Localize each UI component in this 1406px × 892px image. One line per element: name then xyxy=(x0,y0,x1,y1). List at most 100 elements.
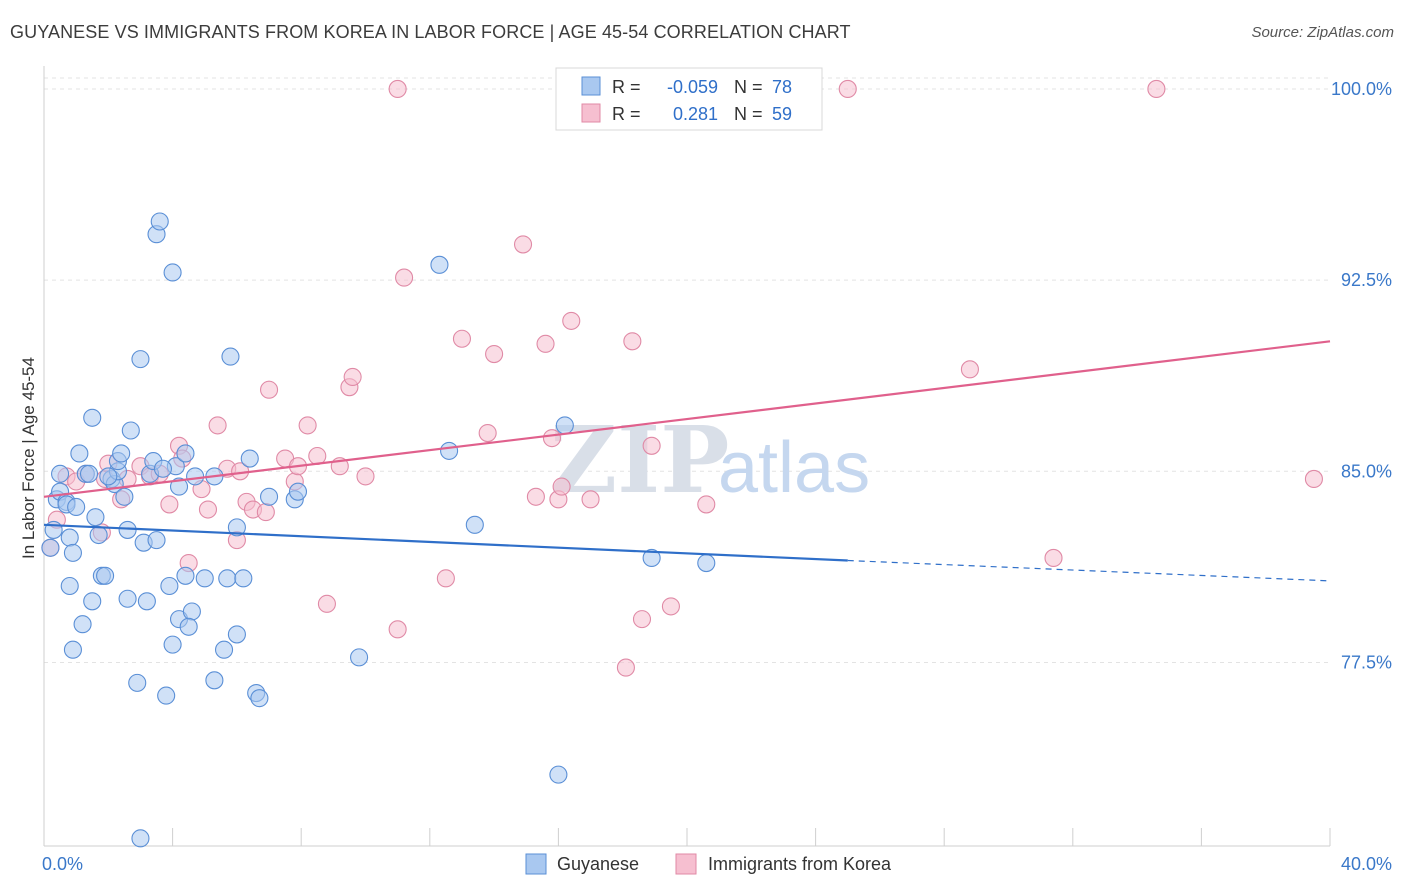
point-guyanese-40 xyxy=(160,576,179,596)
point-guyanese-70 xyxy=(549,765,568,784)
legend-r-label-2: R = xyxy=(612,104,641,124)
point-guyanese-51 xyxy=(195,569,214,588)
point-korea-45 xyxy=(536,334,555,353)
point-guyanese-68 xyxy=(440,441,459,460)
point-korea-39 xyxy=(436,569,455,588)
y-tick-label-0: 100.0% xyxy=(1331,79,1392,99)
point-guyanese-15 xyxy=(83,408,102,427)
point-korea-55 xyxy=(661,597,680,616)
bottom-swatch-guyanese xyxy=(525,853,547,875)
bottom-swatch-korea xyxy=(675,853,697,875)
point-korea-52 xyxy=(623,332,642,351)
point-guyanese-71 xyxy=(555,416,574,435)
bottom-legend-korea: Immigrants from Korea xyxy=(708,854,892,874)
point-guyanese-46 xyxy=(176,566,195,585)
point-guyanese-73 xyxy=(697,554,716,573)
point-korea-44 xyxy=(526,487,545,506)
bottom-legend-guyanese: Guyanese xyxy=(557,854,639,874)
point-korea-25 xyxy=(256,503,275,522)
watermark-atlas: atlas xyxy=(718,428,870,508)
point-korea-53 xyxy=(632,610,652,629)
point-guyanese-9 xyxy=(63,640,82,659)
legend-n-label-1: N = xyxy=(734,77,763,97)
series-legend: Guyanese Immigrants from Korea xyxy=(525,853,892,875)
point-guyanese-55 xyxy=(218,569,237,588)
point-guyanese-29 xyxy=(128,673,147,692)
point-korea-59 xyxy=(960,360,979,379)
point-guyanese-47 xyxy=(176,444,195,463)
legend-n-value-1: 78 xyxy=(772,77,792,97)
x-tick-left: 0.0% xyxy=(42,854,83,874)
point-korea-41 xyxy=(478,424,497,443)
point-guyanese-26 xyxy=(118,589,137,608)
point-korea-57 xyxy=(388,79,407,98)
point-guyanese-31 xyxy=(131,829,150,848)
point-korea-54 xyxy=(642,436,661,455)
point-guyanese-74 xyxy=(41,538,60,557)
point-korea-36 xyxy=(356,467,375,486)
series-guyanese-points xyxy=(41,212,716,848)
point-korea-40 xyxy=(452,329,472,348)
series-korea-points xyxy=(41,79,1323,677)
point-guyanese-13 xyxy=(79,464,99,483)
point-korea-56 xyxy=(697,495,716,514)
trend-lines xyxy=(43,340,1331,582)
legend-r-value-2: 0.281 xyxy=(673,104,718,124)
point-guyanese-19 xyxy=(96,566,115,585)
stats-legend: R = -0.059 N = 78 R = 0.281 N = 59 xyxy=(555,67,823,131)
y-axis-label: In Labor Force | Age 45-54 xyxy=(19,357,38,559)
point-guyanese-57 xyxy=(227,518,246,537)
point-guyanese-53 xyxy=(205,671,224,690)
legend-swatch-korea xyxy=(581,103,601,123)
point-guyanese-24 xyxy=(112,444,131,463)
point-guyanese-39 xyxy=(157,686,176,705)
legend-swatch-guyanese xyxy=(581,76,601,96)
point-guyanese-38 xyxy=(150,212,169,231)
point-guyanese-60 xyxy=(240,449,259,468)
legend-r-value-1: -0.059 xyxy=(667,77,718,97)
point-korea-50 xyxy=(581,490,600,509)
point-korea-32 xyxy=(317,594,336,613)
point-guyanese-28 xyxy=(121,421,140,440)
point-guyanese-16 xyxy=(86,508,105,527)
point-korea-43 xyxy=(513,235,533,254)
point-korea-62 xyxy=(1304,469,1323,488)
point-korea-13 xyxy=(160,495,179,514)
x-tick-right: 40.0% xyxy=(1341,854,1392,874)
y-tick-labels: 100.0% 92.5% 85.0% 77.5% xyxy=(1331,79,1392,673)
trend-korea xyxy=(43,340,1331,498)
source-label: Source: ZipAtlas.com xyxy=(1251,24,1394,41)
point-korea-30 xyxy=(298,416,317,435)
point-guyanese-33 xyxy=(137,592,156,611)
point-guyanese-65 xyxy=(288,482,308,501)
legend-n-value-2: 59 xyxy=(772,104,792,124)
y-tick-label-1: 92.5% xyxy=(1341,270,1392,290)
point-guyanese-66 xyxy=(350,648,369,667)
point-guyanese-76 xyxy=(99,467,118,486)
point-guyanese-63 xyxy=(259,487,279,506)
point-korea-58 xyxy=(838,79,857,98)
point-guyanese-30 xyxy=(131,350,150,369)
point-korea-61 xyxy=(1147,79,1166,98)
point-korea-18 xyxy=(198,500,218,519)
point-korea-37 xyxy=(388,620,407,639)
point-guyanese-27 xyxy=(118,520,137,539)
y-tick-label-2: 85.0% xyxy=(1341,461,1392,481)
legend-r-label-1: R = xyxy=(612,77,641,97)
point-guyanese-59 xyxy=(234,569,253,588)
point-guyanese-54 xyxy=(214,640,234,659)
point-guyanese-56 xyxy=(221,347,240,366)
point-guyanese-42 xyxy=(163,263,182,282)
point-guyanese-10 xyxy=(70,444,89,463)
point-guyanese-6 xyxy=(60,528,79,547)
point-korea-19 xyxy=(208,416,227,435)
trend-guyanese xyxy=(43,523,848,562)
point-korea-51 xyxy=(616,658,635,677)
chart-title: GUYANESE VS IMMIGRANTS FROM KOREA IN LAB… xyxy=(10,22,851,42)
axes xyxy=(43,66,1331,847)
point-guyanese-36 xyxy=(147,531,166,550)
point-korea-38 xyxy=(395,268,414,287)
point-guyanese-69 xyxy=(465,515,484,534)
point-guyanese-25 xyxy=(115,487,134,506)
y-tick-label-3: 77.5% xyxy=(1341,652,1392,672)
